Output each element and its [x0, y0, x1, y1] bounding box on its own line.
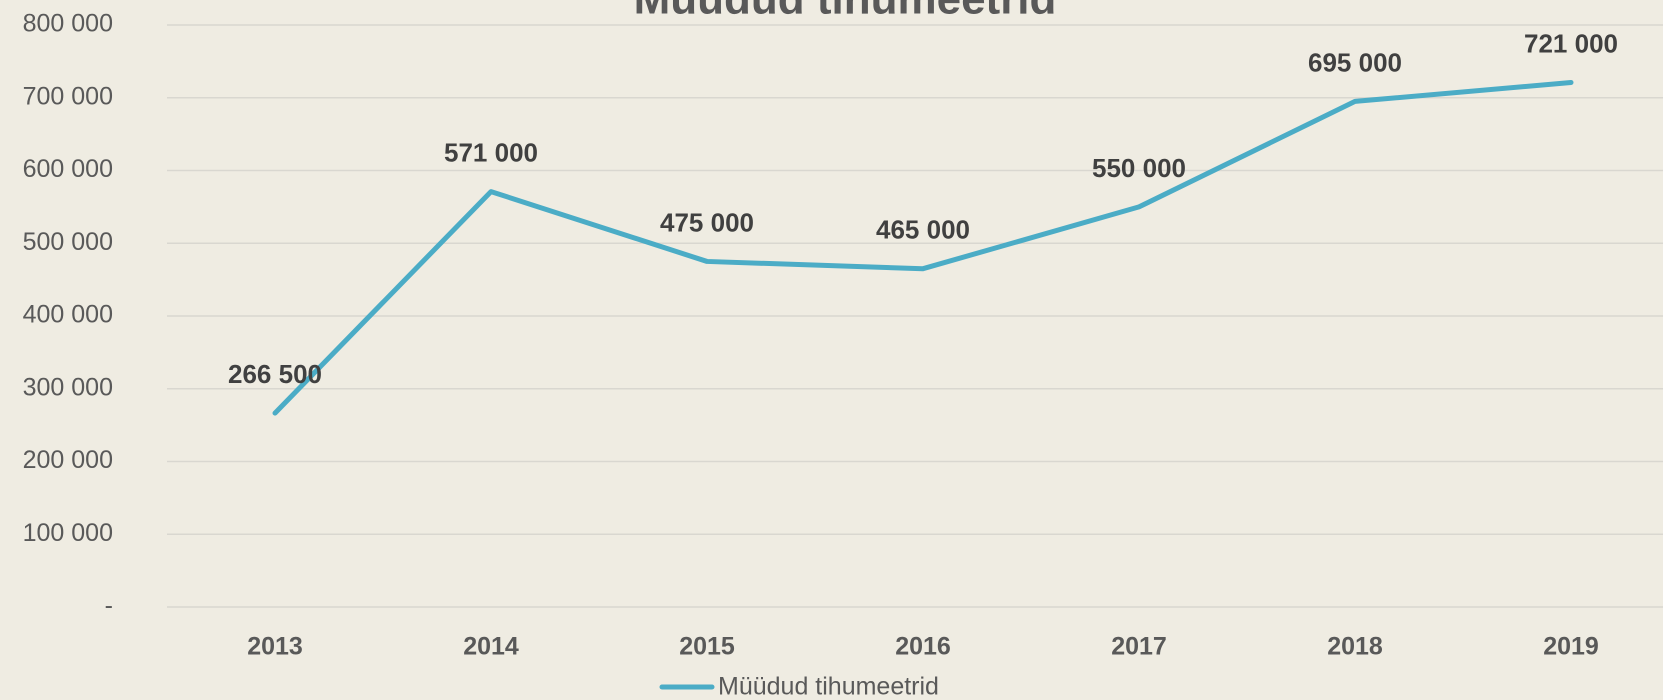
x-tick-label: 2015	[679, 633, 735, 661]
data-label: 550 000	[1092, 153, 1186, 183]
x-tick-label: 2016	[895, 633, 951, 661]
x-tick-label: 2017	[1111, 633, 1167, 661]
x-tick-label: 2019	[1543, 633, 1599, 661]
y-tick-label: 800 000	[23, 10, 113, 38]
x-tick-label: 2013	[247, 633, 303, 661]
y-tick-label: 400 000	[23, 301, 113, 329]
y-tick-label: 600 000	[23, 155, 113, 183]
data-label: 695 000	[1308, 47, 1402, 77]
data-label: 721 000	[1524, 28, 1618, 58]
y-tick-label: 500 000	[23, 228, 113, 256]
data-label: 571 000	[444, 137, 538, 167]
x-tick-label: 2014	[463, 633, 519, 661]
y-tick-label: 200 000	[23, 446, 113, 474]
data-label: 475 000	[660, 207, 754, 237]
y-tick-label: -	[105, 592, 113, 620]
data-label: 465 000	[876, 215, 970, 245]
y-tick-label: 100 000	[23, 519, 113, 547]
x-tick-label: 2018	[1327, 633, 1383, 661]
line-series	[272, 79, 1574, 416]
data-label: 266 500	[228, 359, 322, 389]
y-tick-label: 700 000	[23, 82, 113, 110]
y-tick-label: 300 000	[23, 373, 113, 401]
legend-label: Müüdud tihumeetrid	[718, 673, 939, 700]
chart-title: Müüdud tihumeetrid	[634, 0, 1057, 24]
